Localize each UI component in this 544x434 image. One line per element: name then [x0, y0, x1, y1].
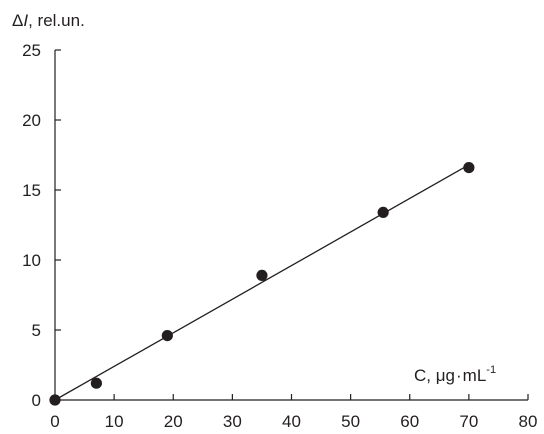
- data-point: [49, 394, 61, 406]
- x-axis-label-mu: μ: [436, 366, 446, 385]
- y-axis-label: ΔI, rel.un.: [12, 11, 85, 30]
- y-tick-label: 15: [22, 181, 41, 200]
- svg-text:ΔI, rel.un.: ΔI, rel.un.: [12, 11, 85, 30]
- y-tick-label: 25: [22, 41, 41, 60]
- fit-line-group: [54, 164, 470, 401]
- y-tick-label: 5: [32, 321, 41, 340]
- x-axis-label: C, μg·mL-1: [414, 364, 496, 385]
- x-axis-label-dot: ·: [456, 366, 462, 385]
- y-tick-label: 20: [22, 111, 41, 130]
- x-tick-label: 20: [164, 412, 183, 431]
- x-axis-label-exponent: -1: [486, 364, 496, 376]
- x-axis-label-g: g: [446, 366, 455, 385]
- x-tick-label: 30: [223, 412, 242, 431]
- y-axis-label-variable: I: [23, 11, 28, 30]
- y-tick-label: 0: [32, 391, 41, 410]
- data-point: [377, 206, 389, 218]
- x-tick-label: 50: [341, 412, 360, 431]
- x-tick-label: 10: [105, 412, 124, 431]
- x-axis-label-unit: mL: [463, 366, 487, 385]
- x-tick-label: 70: [459, 412, 478, 431]
- axes: 0 10 20 30 40 50 60 70 80 0 5 10 15 20 25: [22, 41, 537, 431]
- fit-line: [54, 164, 470, 401]
- y-tick-label: 10: [22, 251, 41, 270]
- x-axis-label-prefix: C,: [414, 366, 436, 385]
- data-point: [90, 377, 102, 389]
- data-points: [49, 162, 475, 406]
- data-point: [463, 162, 475, 174]
- x-tick-label: 40: [282, 412, 301, 431]
- y-axis-label-suffix: , rel.un.: [28, 11, 85, 30]
- data-point: [161, 330, 173, 342]
- y-axis-label-prefix: Δ: [12, 11, 23, 30]
- x-tick-label: 80: [519, 412, 538, 431]
- data-point: [256, 269, 268, 281]
- svg-text:C, μg·mL-1: C, μg·mL-1: [414, 364, 496, 385]
- x-tick-label: 60: [400, 412, 419, 431]
- x-tick-label: 0: [50, 412, 59, 431]
